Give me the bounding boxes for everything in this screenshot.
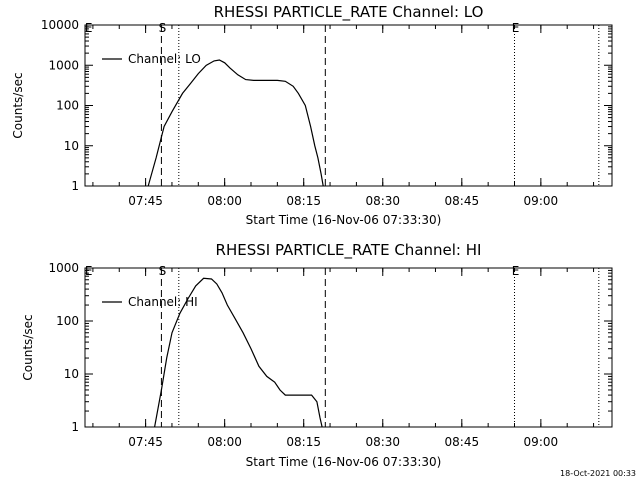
x-tick-label: 07:45 <box>128 194 163 208</box>
y-axis-label: Counts/sec <box>11 72 25 138</box>
x-tick-label: 08:30 <box>365 435 400 449</box>
x-tick-label: 08:00 <box>207 435 242 449</box>
y-tick-label: 10 <box>64 139 79 153</box>
x-axis-label: Start Time (16-Nov-06 07:33:30) <box>246 455 442 469</box>
marker-label: S <box>159 21 167 35</box>
x-tick-label: 09:00 <box>524 435 559 449</box>
y-tick-label: 1000 <box>48 58 79 72</box>
y-tick-label: 1 <box>71 420 79 434</box>
y-tick-label: 1 <box>71 179 79 193</box>
y-tick-label: 100 <box>56 99 79 113</box>
y-axis-label: Counts/sec <box>21 314 35 380</box>
chart-title: RHESSI PARTICLE_RATE Channel: LO <box>214 3 484 22</box>
lo-channel-panel: RHESSI PARTICLE_RATE Channel: LO 1 10 100 10… <box>11 3 613 227</box>
series-line <box>147 59 324 187</box>
plot-frame <box>84 267 613 428</box>
x-axis-label: Start Time (16-Nov-06 07:33:30) <box>246 213 442 227</box>
marker-label: E <box>512 21 520 35</box>
chart-title: RHESSI PARTICLE_RATE Channel: HI <box>216 241 482 260</box>
marker-label: E <box>512 264 520 278</box>
legend-label: Channel: LO <box>128 52 201 66</box>
x-tick-label: 07:45 <box>128 435 163 449</box>
series-line <box>154 277 323 428</box>
y-tick-label: 10 <box>64 367 79 381</box>
x-tick-label: 08:15 <box>286 194 321 208</box>
y-tick-label: 1000 <box>48 261 79 275</box>
legend-label: Channel: HI <box>128 295 198 309</box>
marker-label: S <box>159 264 167 278</box>
y-tick-label: 10000 <box>41 18 79 32</box>
x-tick-label: 08:45 <box>445 194 480 208</box>
x-tick-label: 08:00 <box>207 194 242 208</box>
x-tick-label: 08:45 <box>445 435 480 449</box>
x-tick-label: 09:00 <box>524 194 559 208</box>
x-tick-label: 08:15 <box>286 435 321 449</box>
hi-channel-panel: RHESSI PARTICLE_RATE Channel: HI 1 10 100 10… <box>21 241 613 469</box>
y-tick-label: 100 <box>56 314 79 328</box>
plot-frame <box>84 24 613 187</box>
marker-label: E <box>85 264 93 278</box>
footer-timestamp: 18-Oct-2021 00:33 <box>560 469 636 478</box>
x-tick-label: 08:30 <box>365 194 400 208</box>
marker-label: E <box>85 21 93 35</box>
